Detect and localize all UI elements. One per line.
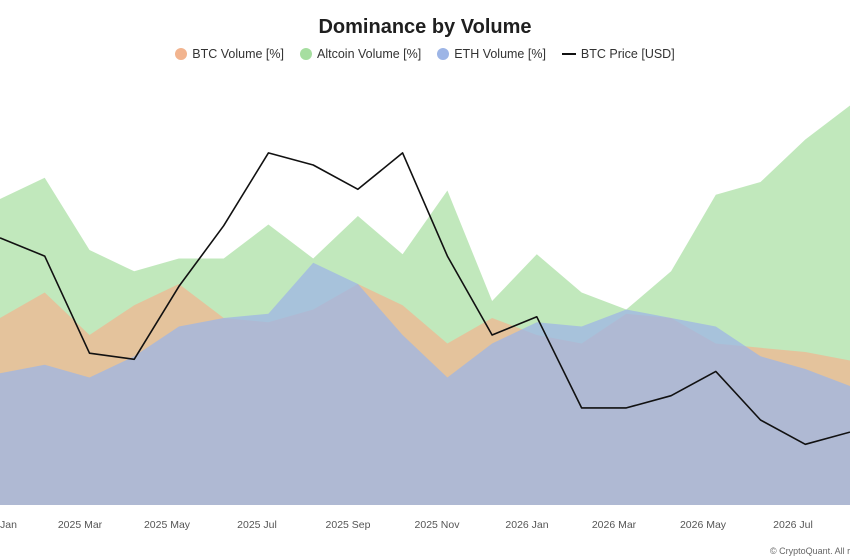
- x-tick-label: 2026 Jul: [773, 519, 813, 531]
- legend: BTC Volume [%] Altcoin Volume [%] ETH Vo…: [0, 47, 850, 61]
- legend-item-btc-price[interactable]: BTC Price [USD]: [561, 47, 675, 61]
- x-tick-label: 2026 Jan: [505, 519, 548, 531]
- x-tick-label: 2025 Nov: [415, 519, 461, 531]
- legend-item-eth-volume[interactable]: ETH Volume [%]: [437, 47, 546, 61]
- legend-item-btc-volume[interactable]: BTC Volume [%]: [175, 47, 284, 61]
- x-tick-label: 2025 Sep: [326, 519, 371, 531]
- legend-label: BTC Price [USD]: [580, 47, 675, 61]
- btc-price-swatch: [561, 53, 576, 55]
- x-tick-label: 2025 Mar: [58, 519, 103, 531]
- x-tick-label: Jan: [0, 519, 17, 531]
- legend-item-altcoin-volume[interactable]: Altcoin Volume [%]: [300, 47, 421, 61]
- copyright-text: © CryptoQuant. All ri: [770, 546, 850, 556]
- x-tick-label: 2026 Mar: [592, 519, 637, 531]
- chart-title: Dominance by Volume: [318, 16, 532, 38]
- btc-price-line: [0, 152, 850, 446]
- x-tick-label: 2025 Jul: [237, 519, 277, 531]
- legend-label: ETH Volume [%]: [454, 47, 546, 61]
- altcoin-volume-swatch: [300, 48, 312, 60]
- eth-volume-swatch: [437, 48, 450, 60]
- btc-volume-swatch: [175, 48, 188, 60]
- area-eth-volume: [0, 262, 850, 505]
- legend-label: Altcoin Volume [%]: [317, 47, 422, 61]
- legend-label: BTC Volume [%]: [192, 47, 284, 61]
- x-tick-label: 2026 May: [680, 519, 727, 531]
- x-tick-label: 2025 May: [144, 519, 191, 531]
